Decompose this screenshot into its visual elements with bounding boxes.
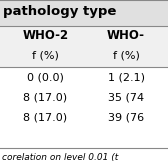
Text: 1 (2.1): 1 (2.1) [108, 72, 144, 82]
Text: 39 (76: 39 (76 [108, 113, 144, 123]
FancyBboxPatch shape [0, 26, 168, 67]
Text: 0 (0.0): 0 (0.0) [27, 72, 64, 82]
Text: f (%): f (%) [113, 50, 139, 60]
Text: 8 (17.0): 8 (17.0) [23, 113, 67, 123]
Text: WHO-: WHO- [107, 29, 145, 42]
Text: 8 (17.0): 8 (17.0) [23, 92, 67, 102]
Text: f (%): f (%) [32, 50, 59, 60]
FancyBboxPatch shape [0, 0, 168, 26]
Text: WHO-2: WHO-2 [22, 29, 68, 42]
Text: 35 (74: 35 (74 [108, 92, 144, 102]
Text: corelation on level 0.01 (t: corelation on level 0.01 (t [2, 153, 118, 162]
Text: pathology type: pathology type [3, 5, 117, 18]
